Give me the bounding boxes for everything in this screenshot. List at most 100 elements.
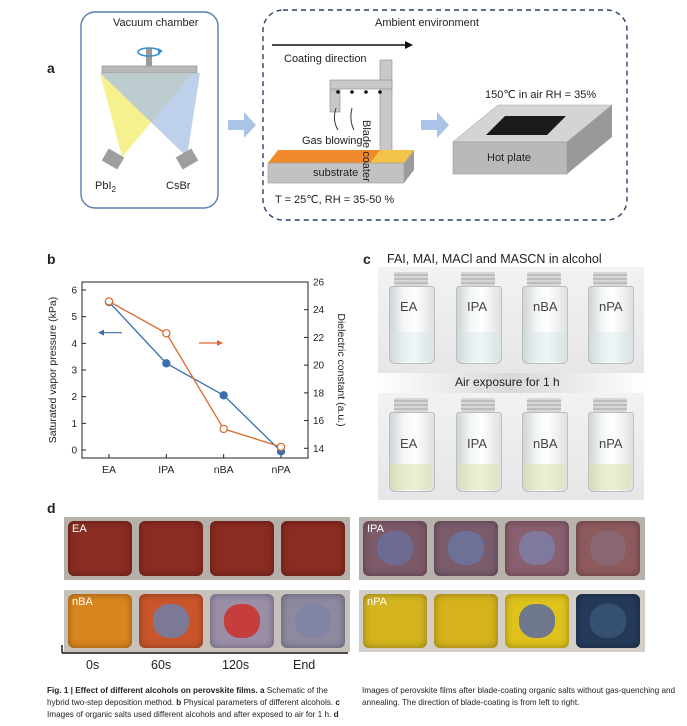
- conditions-label: T = 25℃, RH = 35-50 %: [275, 194, 395, 206]
- vial-liquid: [523, 332, 565, 362]
- caption-a-letter: a: [259, 686, 265, 695]
- y-tick-label: 4: [71, 339, 77, 350]
- vial-label: EA: [400, 436, 418, 451]
- panel-d-letter: d: [47, 500, 56, 516]
- y-tick-label: 1: [71, 419, 77, 430]
- vial-body: [522, 286, 568, 364]
- pbi2-source-icon: [101, 148, 125, 170]
- film-sample: [68, 594, 132, 648]
- panel-b-letter: b: [47, 251, 56, 267]
- x-tick-label: nBA: [214, 464, 234, 476]
- caption-left: Fig. 1 | Effect of different alcohols on…: [47, 685, 352, 721]
- substrate-label: substrate: [313, 167, 359, 179]
- x-tick-label: nPA: [271, 464, 290, 476]
- series-line-left: [108, 301, 282, 452]
- y2-tick-label: 14: [313, 444, 325, 455]
- vial-label: nPA: [599, 436, 623, 451]
- caption-right: Images of perovskite films after blade-c…: [362, 686, 676, 707]
- csbr-source-icon: [175, 148, 199, 170]
- process-arrow-1: [228, 112, 256, 138]
- blade-coater-label: Blade coater: [360, 120, 372, 182]
- data-point-left: [162, 359, 171, 368]
- vial-liquid: [457, 464, 499, 490]
- y-axis-label: Saturated vapor pressure (kPa): [47, 297, 59, 444]
- vial-cap: [394, 398, 428, 412]
- time-label: End: [293, 658, 316, 672]
- x-tick-label: IPA: [158, 464, 174, 476]
- vial-body: [588, 286, 634, 364]
- vial: [587, 398, 634, 492]
- hot-plate-label: Hot plate: [487, 152, 532, 164]
- pbi2-label: PbI2: [95, 180, 116, 194]
- y-tick-label: 2: [71, 392, 77, 403]
- vial-body: [389, 286, 435, 364]
- data-point-right: [104, 297, 114, 306]
- film-group-label: IPA: [367, 523, 384, 535]
- y2-tick-label: 26: [313, 278, 325, 289]
- vial: [388, 272, 435, 364]
- vial: [388, 398, 435, 492]
- film-group-label: nBA: [72, 596, 93, 608]
- time-axis: [61, 645, 348, 654]
- caption-b-text: Physical parameters of different alcohol…: [183, 698, 334, 707]
- y-tick-label: 5: [71, 312, 77, 323]
- film-sample: [139, 521, 203, 576]
- vial-cap: [593, 272, 627, 286]
- film-spot: [377, 531, 413, 565]
- time-label: 120s: [222, 658, 250, 672]
- vial-liquid: [390, 464, 432, 490]
- ambient-box: [262, 9, 628, 221]
- pbi2-text: PbI: [95, 180, 112, 192]
- film-sample: [281, 521, 345, 576]
- x-tick-label: EA: [102, 464, 116, 476]
- y2-axis-label: Dielectric constant (a.u.): [335, 313, 347, 426]
- ambient-label: Ambient environment: [375, 17, 479, 29]
- vial: [587, 272, 634, 364]
- vial: [521, 398, 568, 492]
- vial-cap: [461, 398, 495, 412]
- gas-blowing-icon: [333, 107, 355, 131]
- panel-c-letter: c: [363, 251, 371, 267]
- vial-cap: [394, 272, 428, 286]
- vial-body: [456, 286, 502, 364]
- film-spot: [224, 604, 260, 638]
- vial-cap: [461, 272, 495, 286]
- gas-blowing-label: Gas blowing: [302, 135, 363, 147]
- vial-liquid: [589, 332, 631, 362]
- vial-label: EA: [400, 299, 418, 314]
- y-tick-label: 6: [71, 286, 77, 297]
- vacuum-chamber-box: [80, 11, 219, 209]
- blade-coater-body: [379, 59, 393, 159]
- vial-label: nBA: [533, 299, 558, 314]
- film-spot: [590, 531, 626, 565]
- film-sample: [486, 116, 566, 135]
- time-label: 0s: [86, 658, 100, 672]
- vial: [455, 272, 502, 364]
- exposure-label: Air exposure for 1 h: [455, 375, 560, 389]
- anneal-label: 150℃ in air RH = 35%: [485, 89, 597, 101]
- left-axis-arrowhead: [98, 329, 104, 336]
- y2-tick-label: 20: [313, 361, 325, 372]
- panel-a-schematic: [80, 9, 628, 221]
- vial-label: IPA: [467, 299, 487, 314]
- exposure-banner: [378, 373, 644, 393]
- film-sample: [363, 594, 427, 648]
- film-spot: [295, 604, 331, 638]
- vial-label: nBA: [533, 436, 558, 451]
- coating-direction-label: Coating direction: [284, 53, 367, 65]
- caption-d-letter: d: [333, 710, 339, 719]
- caption-c-letter: c: [335, 698, 340, 707]
- hot-plate-front: [452, 141, 568, 175]
- y2-tick-label: 18: [313, 388, 325, 399]
- substrate-coating: [268, 150, 380, 163]
- vial: [455, 398, 502, 492]
- process-arrow-2: [421, 112, 449, 138]
- film-sample: [68, 521, 132, 576]
- series-line-right: [108, 300, 282, 448]
- y-tick-label: 0: [71, 446, 77, 457]
- data-point-right: [162, 329, 171, 338]
- pbi2-subscript: 2: [111, 185, 116, 195]
- film-spot: [519, 531, 555, 565]
- vial-label: IPA: [467, 436, 487, 451]
- rotating-holder: [101, 65, 198, 74]
